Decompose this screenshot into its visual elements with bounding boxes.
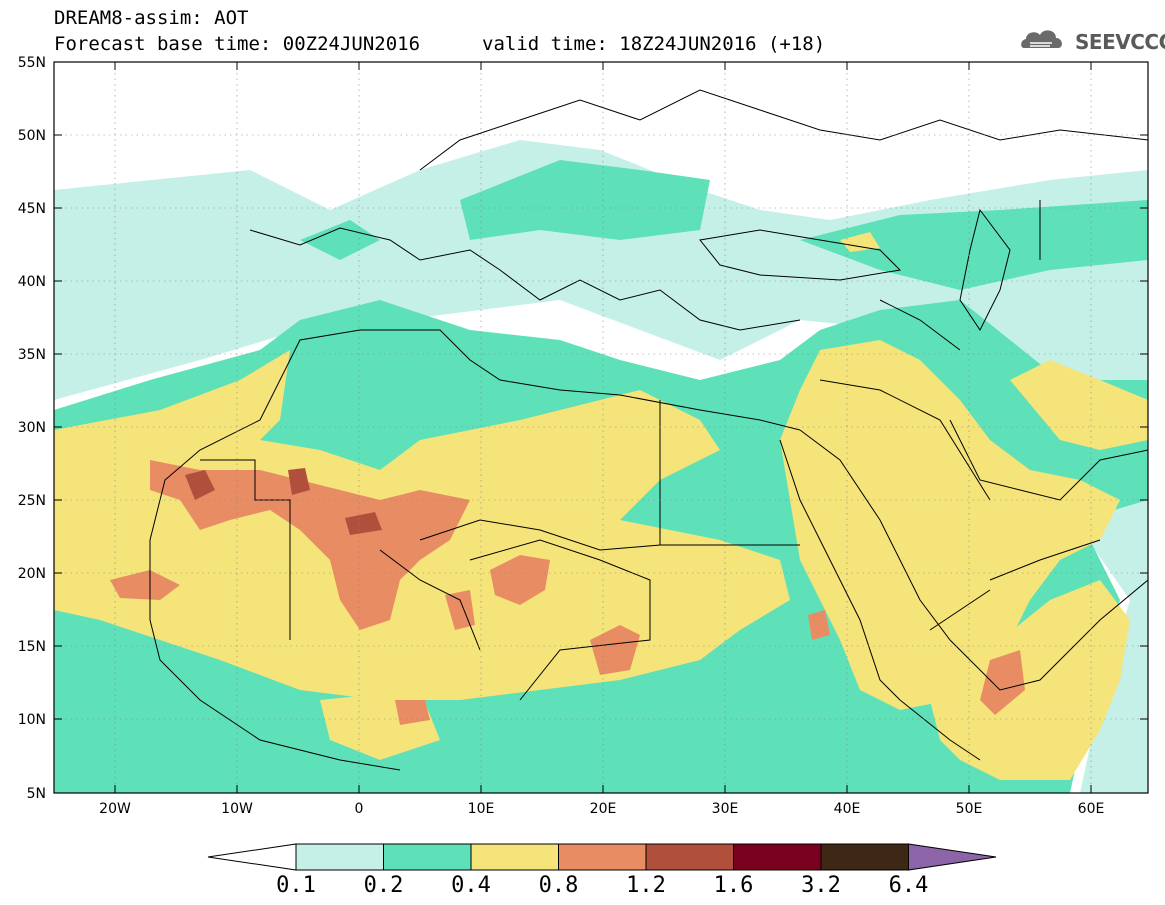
borders-europe	[419, 89, 1148, 171]
contour-light-east	[1060, 480, 1148, 793]
lon-label: 10E	[468, 801, 495, 817]
contour-orange-chad	[490, 555, 550, 605]
colorbar-label: 0.4	[451, 873, 491, 898]
coast-red-sea	[779, 439, 901, 701]
borders-africa	[200, 400, 800, 701]
colorbar-label: 3.2	[801, 873, 841, 898]
coast-black-sea	[699, 229, 902, 281]
lat-label: 25N	[18, 493, 46, 509]
colorbar-segment	[820, 843, 909, 871]
colorbar-segment	[295, 843, 384, 871]
colorbar-label: 1.2	[626, 873, 666, 898]
contour-orange-nigeria	[395, 700, 430, 725]
latitude-labels: 55N 50N 45N 40N 35N 30N 25N 20N 15N 10N …	[18, 55, 46, 802]
contour-yellow-caspian	[840, 232, 880, 252]
valid-time: valid time: 18Z24JUN2016 (+18)	[482, 33, 826, 55]
logo-text: SEEVCCC	[1075, 30, 1165, 54]
contour-red-western-sahara	[185, 470, 215, 500]
coast-arabia	[799, 429, 1148, 691]
coast-west-africa	[149, 540, 401, 771]
contour-red-algeria-south	[345, 512, 382, 535]
contour-yellow-arabia-south	[930, 580, 1130, 780]
colorbar-segment	[470, 843, 559, 871]
contour-red-algeria	[288, 468, 310, 495]
lat-label: 5N	[27, 786, 46, 802]
lon-label: 0	[355, 801, 364, 817]
map-title: DREAM8-assim: AOT	[54, 7, 249, 29]
contour-orange-mauritania	[110, 570, 180, 600]
coastlines	[149, 89, 1148, 771]
lat-label: 20N	[18, 566, 46, 582]
colorbar-label: 0.1	[276, 873, 316, 898]
lon-label: 60E	[1078, 801, 1105, 817]
lon-label: 50E	[956, 801, 983, 817]
axis-ticks	[54, 61, 1148, 794]
contour-orange-sudan	[590, 625, 640, 675]
contour-yellow-arabia	[780, 340, 1120, 710]
contour-yellow-iran	[1010, 360, 1148, 450]
cloud-icon	[1021, 30, 1062, 48]
lat-label: 40N	[18, 274, 46, 290]
colorbar-label: 0.8	[539, 873, 579, 898]
colorbar-segment	[733, 843, 822, 871]
lat-label: 10N	[18, 712, 46, 728]
lat-label: 55N	[18, 55, 46, 71]
lat-label: 35N	[18, 347, 46, 363]
coast-caspian	[959, 208, 1011, 331]
colorbar-label: 1.6	[714, 873, 754, 898]
contour-teal-caucasus	[800, 200, 1148, 290]
colorbar	[207, 843, 997, 871]
lon-label: 20E	[590, 801, 617, 817]
coast-europe-south	[249, 227, 801, 331]
colorbar-over-arrow	[908, 843, 997, 871]
lon-label: 10W	[221, 801, 253, 817]
contour-teal-nw	[300, 220, 380, 260]
lon-label: 40E	[834, 801, 861, 817]
colorbar-segment	[645, 843, 734, 871]
aot-contours	[54, 140, 1148, 793]
lat-label: 50N	[18, 128, 46, 144]
contour-orange-eritrea	[808, 610, 830, 640]
borders-middle-east	[819, 200, 1101, 631]
colorbar-label: 6.4	[889, 873, 929, 898]
lat-label: 45N	[18, 201, 46, 217]
contour-orange-west	[150, 460, 470, 630]
contour-orange-yemen	[980, 650, 1025, 715]
colorbar-segment	[558, 843, 647, 871]
colorbar-labels: 0.1 0.2 0.4 0.8 1.2 1.6 3.2 6.4	[276, 873, 928, 898]
coast-gulf	[949, 419, 1148, 501]
forecast-base-time: Forecast base time: 00Z24JUN2016	[54, 33, 421, 55]
lon-label: 20W	[99, 801, 131, 817]
contour-light-north	[54, 140, 1148, 420]
colorbar-label: 0.2	[364, 873, 404, 898]
longitude-labels: 20W 10W 0 10E 20E 30E 40E 50E 60E	[99, 801, 1104, 817]
lat-label: 30N	[18, 420, 46, 436]
contour-teal-north	[460, 160, 710, 240]
colorbar-segment	[383, 843, 472, 871]
colorbar-under-arrow	[207, 843, 297, 871]
lon-label: 30E	[712, 801, 739, 817]
lat-label: 15N	[18, 639, 46, 655]
coast-horn-africa	[899, 699, 981, 761]
coast-north-africa	[149, 329, 801, 541]
